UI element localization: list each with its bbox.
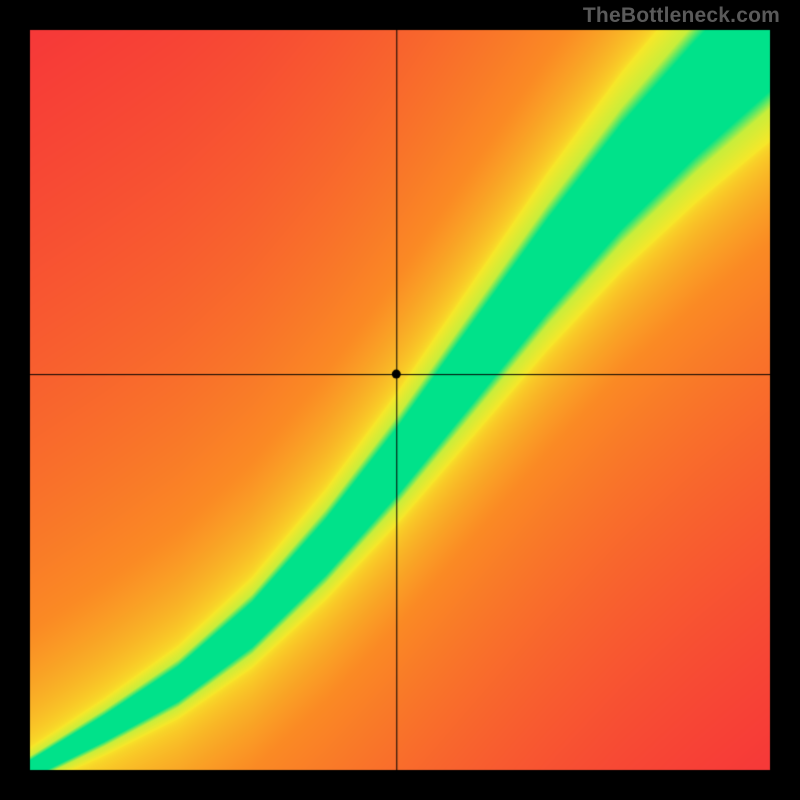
bottleneck-heatmap bbox=[0, 0, 800, 800]
chart-container: TheBottleneck.com bbox=[0, 0, 800, 800]
watermark-text: TheBottleneck.com bbox=[583, 4, 780, 28]
